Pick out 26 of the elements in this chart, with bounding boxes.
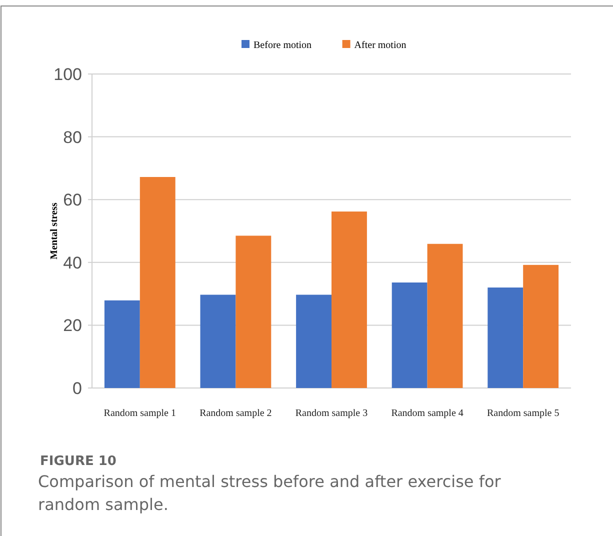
bar [200,294,236,388]
x-tick-label: Random sample 2 [200,408,272,419]
bar [140,176,176,388]
bar [236,236,272,388]
y-tick-label: 0 [72,378,82,398]
y-tick-label: 20 [63,316,82,336]
bar [332,212,367,388]
bar [488,288,524,388]
legend-label: Before motion [254,40,312,51]
x-tick-label: Random sample 5 [486,408,560,419]
y-tick-label: 40 [63,253,82,272]
x-tick-label: Random sample 3 [295,408,368,419]
bar [392,282,428,388]
bar [427,244,463,388]
y-tick-label: 100 [54,64,82,84]
bar [104,300,140,388]
legend-label: After motion [354,40,406,51]
y-tick-label: 60 [63,190,82,210]
x-tick-label: Random sample 4 [391,408,464,419]
bar [523,264,559,388]
y-axis-title: Mental stress [49,202,60,260]
text: Comparison of mental stress before and after exercise for random sample. [38,471,502,516]
bar [296,294,332,388]
y-tick-label: 80 [63,128,82,147]
caption: FIGURE 10 [40,454,116,469]
x-tick-label: Random sample 1 [104,408,176,419]
